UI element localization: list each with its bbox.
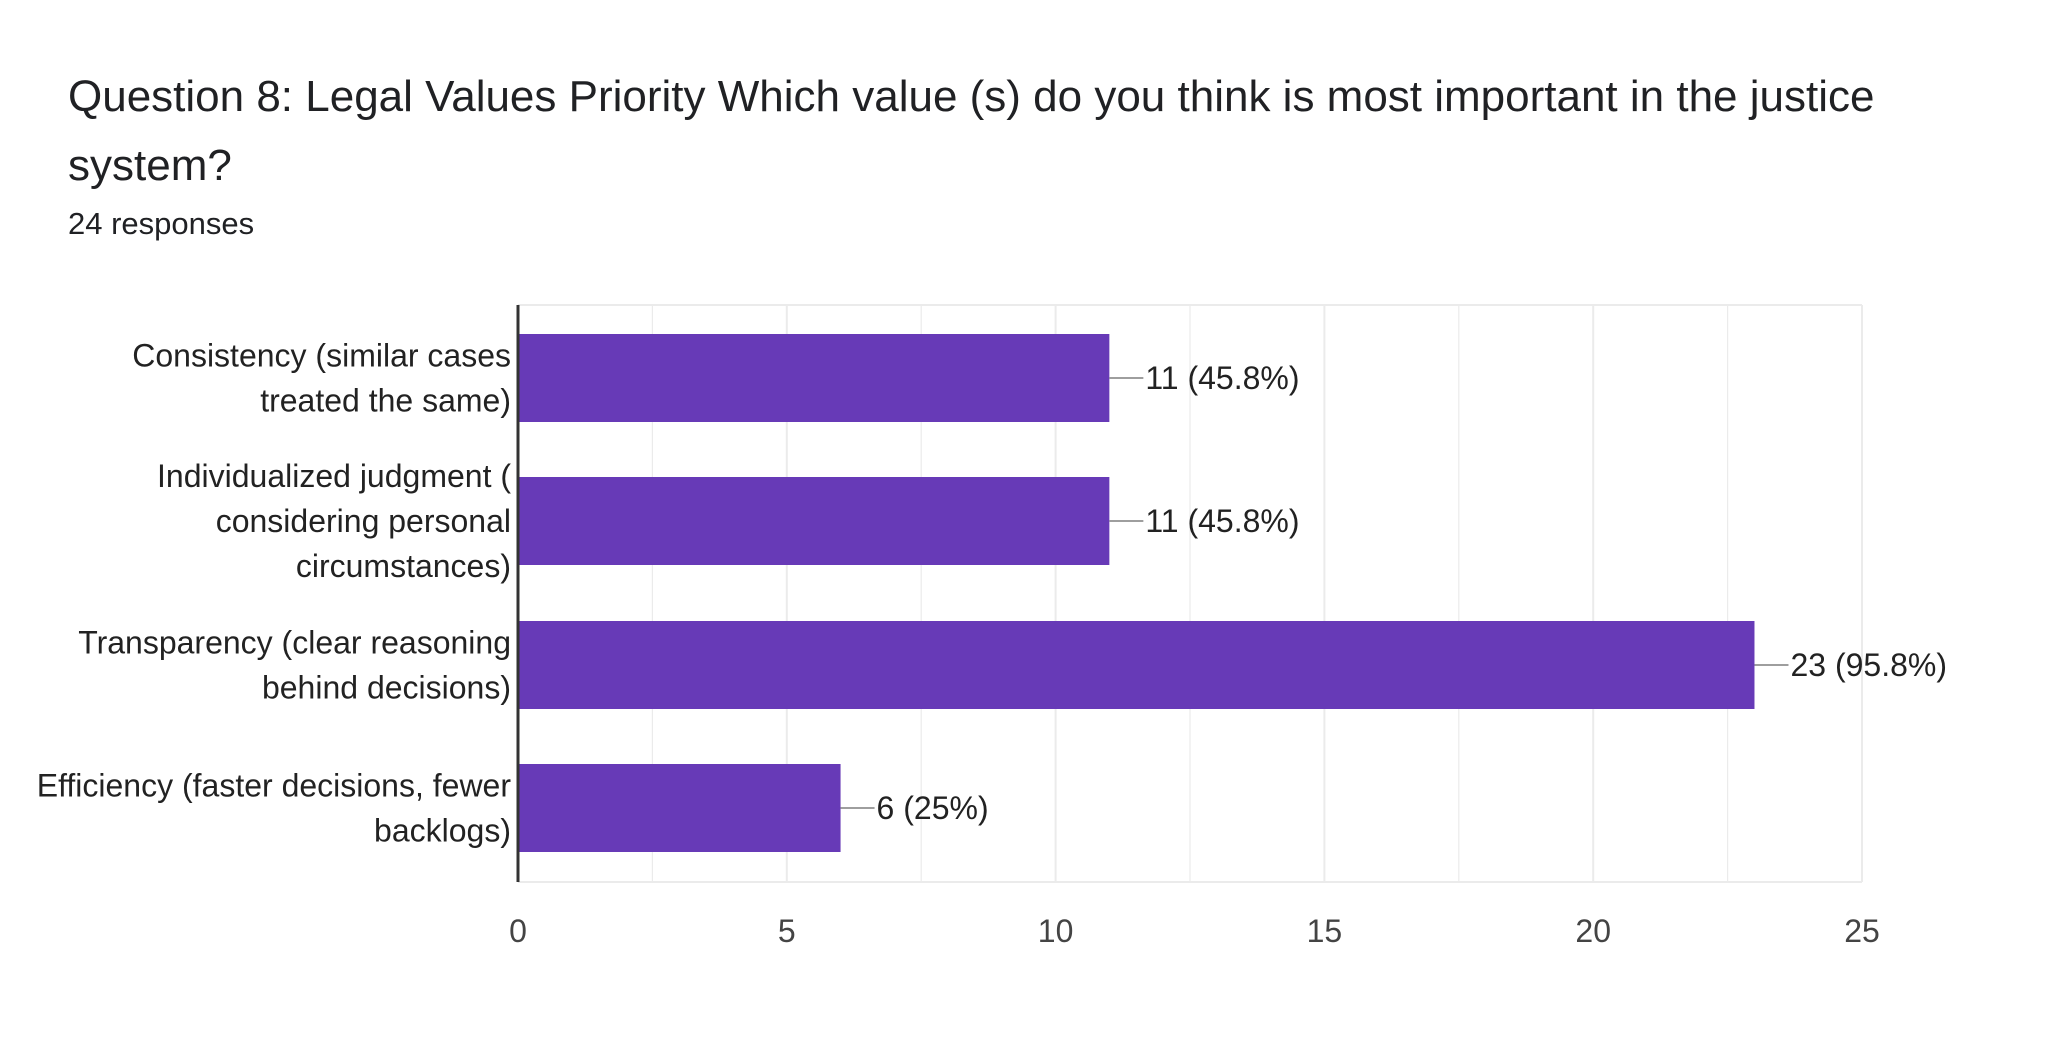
x-tick-label: 15	[1307, 913, 1343, 949]
x-tick-label: 20	[1575, 913, 1611, 949]
response-count: 24 responses	[68, 206, 255, 241]
data-label: 6 (25%)	[877, 790, 989, 826]
chart-category-labels: Consistency (similar cases treated the sa…	[37, 338, 512, 849]
category-label-line: treated the same)	[260, 383, 511, 419]
x-tick-label: 0	[509, 913, 527, 949]
category-label-line: circumstances)	[296, 548, 511, 584]
chart-data-labels: 11 (45.8%) 11 (45.8%) 23 (95.8%) 6 (25%)	[840, 360, 1947, 826]
category-label-line: Transparency (clear reasoning	[78, 625, 511, 661]
x-tick-label: 5	[778, 913, 796, 949]
bar	[518, 477, 1110, 565]
category-label-line: considering personal	[216, 503, 511, 539]
category-label-line: Individualized judgment (	[157, 458, 511, 494]
data-label: 11 (45.8%)	[1145, 503, 1299, 539]
x-tick-label: 10	[1038, 913, 1074, 949]
category-label: Individualized judgment ( considering per…	[157, 458, 511, 584]
category-label-line: Efficiency (faster decisions, fewer	[37, 768, 512, 804]
bar	[518, 621, 1755, 709]
category-label: Efficiency (faster decisions, fewer backl…	[37, 768, 512, 849]
chart-bars	[518, 334, 1755, 852]
x-tick-label: 25	[1844, 913, 1880, 949]
chart-tick-labels: 0 5 10 15 20 25	[509, 913, 1880, 949]
category-label: Transparency (clear reasoning behind deci…	[78, 625, 511, 706]
category-label-line: Consistency (similar cases	[132, 338, 511, 374]
bar	[518, 334, 1110, 422]
data-label: 23 (95.8%)	[1790, 647, 1947, 683]
bar	[518, 764, 841, 852]
category-label-line: behind decisions)	[262, 670, 511, 706]
question-title: Question 8: Legal Values Priority Which …	[68, 72, 1875, 190]
category-label-line: backlogs)	[374, 813, 511, 849]
data-label: 11 (45.8%)	[1145, 360, 1299, 396]
category-label: Consistency (similar cases treated the sa…	[132, 338, 511, 419]
